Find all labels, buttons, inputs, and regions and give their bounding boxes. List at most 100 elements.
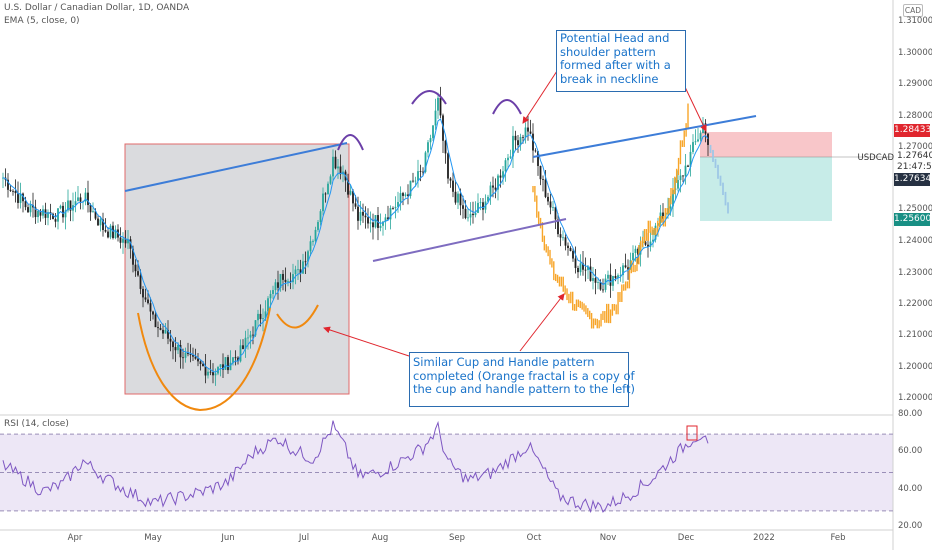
fractal-candle (677, 157, 680, 176)
candle-body (599, 282, 602, 290)
candle-body (407, 194, 409, 197)
fractal-candle (573, 304, 576, 311)
fractal-candle (543, 235, 546, 251)
candle-body (542, 179, 544, 180)
candle-body (104, 229, 107, 232)
candle-body (34, 207, 37, 218)
candle-body (462, 205, 464, 209)
candle-body (607, 274, 609, 279)
candle-body (192, 355, 194, 357)
candle-body (182, 357, 184, 359)
candle-body (332, 156, 334, 177)
head-shoulders-annotation[interactable]: Potential Head and shoulder pattern form… (556, 30, 686, 92)
candle-body (364, 215, 367, 218)
candle-body (427, 142, 429, 153)
price-tick: 1.20000 (898, 362, 932, 372)
candle-body (164, 329, 167, 334)
candle-body (59, 205, 62, 209)
rsi-legend[interactable]: RSI (14, close) (4, 419, 69, 429)
support-trendline (372, 218, 567, 262)
hs-line-3: formed after with a (560, 58, 671, 72)
fractal-candle (660, 216, 663, 223)
candle-body (259, 313, 262, 320)
trendlines[interactable] (124, 90, 757, 441)
candle-body (562, 237, 564, 239)
candle-body (277, 282, 279, 288)
candle-body (399, 193, 402, 202)
candle-body (547, 196, 549, 202)
symbol-legend[interactable]: U.S. Dollar / Canadian Dollar, 1D, OANDA (4, 3, 190, 13)
fractal-candle (571, 291, 574, 311)
fractal-candle (558, 276, 561, 287)
stop-price-badge[interactable]: 1.28433 (894, 124, 932, 137)
annotation-arrows (323, 70, 707, 357)
candle-body (682, 175, 684, 177)
candle-body (22, 193, 24, 202)
entry-price-badge[interactable]: 1.27634 (894, 173, 932, 186)
currency-badge[interactable]: CAD (903, 4, 923, 17)
time-tick: Nov (599, 533, 617, 543)
candle-body (539, 165, 542, 180)
candle-body (482, 202, 484, 210)
time-tick: Oct (526, 533, 542, 543)
candle-body (102, 219, 104, 230)
candle-body (279, 273, 282, 288)
candle-body (432, 125, 434, 139)
candle-body (397, 201, 399, 207)
candle-body (9, 189, 12, 191)
time-tick: Sep (448, 533, 466, 543)
candle-body (194, 356, 197, 359)
candle-body (379, 225, 382, 228)
fractal-candle (632, 260, 634, 273)
fractal-candle (657, 220, 659, 236)
fractal-candle (658, 216, 661, 228)
fractal-candle (549, 249, 551, 265)
candle-body (697, 139, 699, 142)
candle-body (614, 275, 617, 279)
price-tick: 1.20000 (898, 393, 932, 403)
candle-body (169, 338, 172, 342)
candle-body (572, 251, 574, 259)
fractal-candle (581, 301, 583, 310)
candle-body (469, 213, 472, 218)
candle-body (237, 357, 239, 362)
fractal-candle (545, 244, 547, 253)
candle-body (479, 202, 482, 204)
candle-body (274, 282, 277, 291)
grid-lines (0, 0, 894, 550)
candle-body (509, 156, 512, 158)
head-arc-right (492, 99, 522, 115)
candle-body (419, 171, 422, 172)
candle-body (517, 140, 519, 146)
candle-body (569, 248, 572, 252)
candles-layer (2, 86, 709, 386)
ema-legend[interactable]: EMA (5, close, 0) (4, 16, 80, 26)
candle-body (89, 205, 92, 213)
candle-body (177, 345, 179, 351)
fractal-candle (651, 226, 653, 235)
candle-body (447, 153, 449, 179)
candle-body (507, 157, 509, 161)
candle-body (299, 269, 302, 274)
fractal-candle (662, 216, 665, 227)
candle-body (359, 211, 362, 221)
candle-body (12, 190, 14, 192)
candle-body (544, 179, 547, 197)
projection-candle (724, 191, 727, 206)
candle-body (667, 208, 669, 213)
time-tick: 2022 (753, 533, 775, 543)
candle-body (659, 212, 662, 224)
candle-body (74, 201, 77, 206)
time-tick: Jul (298, 533, 310, 543)
cup-handle-annotation[interactable]: Similar Cup and Handle pattern completed… (409, 352, 635, 407)
price-tick: 1.31000 (898, 16, 932, 26)
projection-candle (714, 158, 717, 168)
candle-body (669, 206, 672, 209)
candle-body (594, 278, 597, 283)
candle-body (324, 193, 327, 195)
target-price-badge[interactable]: 1.25600 (894, 213, 932, 226)
candle-body (632, 252, 634, 261)
fractal-candle (598, 320, 600, 329)
candle-body (282, 273, 284, 280)
